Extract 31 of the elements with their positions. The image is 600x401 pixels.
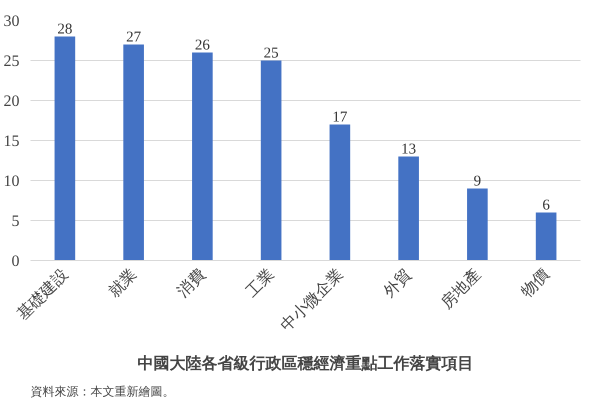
y-tick-label: 25 [4, 53, 20, 70]
bar [123, 44, 144, 260]
data-label: 28 [57, 22, 72, 38]
bar [398, 156, 419, 260]
bar [467, 188, 488, 260]
x-tick-label: 就業 [104, 264, 140, 301]
bar [192, 52, 213, 260]
x-tick-label: 中小微企業 [276, 264, 347, 335]
bar [260, 60, 282, 260]
data-label: 25 [264, 46, 279, 62]
y-tick-label: 5 [12, 213, 20, 230]
data-label: 27 [126, 30, 142, 46]
data-label: 13 [401, 142, 416, 158]
data-label: 26 [194, 38, 210, 54]
y-tick-label: 20 [4, 93, 20, 110]
bar [330, 124, 350, 260]
source-note: 資料來源：本文重新繪圖。 [30, 384, 174, 398]
x-tick-label: 物價 [516, 264, 553, 301]
x-tick-label: 消費 [173, 264, 210, 301]
y-tick-label: 15 [4, 133, 20, 150]
bar [536, 212, 556, 260]
y-tick-label: 30 [4, 13, 20, 30]
x-tick-label: 外貿 [379, 264, 416, 301]
data-label: 17 [332, 110, 348, 126]
text: 中國大陸各省級行政區穩經濟重點工作落實項目 [138, 354, 474, 372]
bar [54, 36, 76, 260]
x-tick-label: 工業 [242, 264, 278, 301]
data-label: 6 [542, 198, 550, 214]
x-tick-label: 房地產 [436, 264, 484, 312]
data-label: 9 [474, 174, 482, 190]
y-tick-label: 10 [4, 173, 20, 190]
